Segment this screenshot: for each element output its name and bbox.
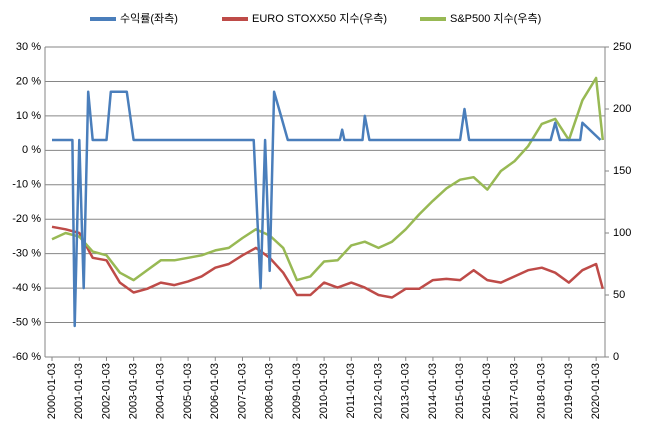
series-line [51,225,605,299]
x-tick-label: 2000-01-03 [46,363,58,419]
y-tick-label: -30 % [12,248,41,260]
y2-tick-label: 0 [613,351,619,363]
x-tick-label: 2015-01-03 [454,363,466,419]
legend-label: 수익률(좌측) [120,12,178,25]
y-tick-label: 30 % [16,41,41,53]
y2-tick-label: 100 [613,227,631,239]
y-tick-label: -10 % [12,179,41,191]
x-tick-label: 2010-01-03 [318,363,330,419]
y-tick-label: 10 % [16,110,41,122]
y2-tick-label: 50 [613,289,625,301]
y-tick-label: 0 % [22,144,41,156]
x-tick-label: 2005-01-03 [182,363,194,419]
y-tick-label: -20 % [12,213,41,225]
x-tick-label: 2020-01-03 [590,363,602,419]
x-tick-label: 2006-01-03 [209,363,221,419]
series-line [51,76,605,282]
y-tick-label: -60 % [12,351,41,363]
y2-tick-label: 250 [613,41,631,53]
x-tick-label: 2007-01-03 [236,363,248,419]
x-tick-label: 2014-01-03 [427,363,439,419]
x-tick-label: 2009-01-03 [291,363,303,419]
x-tick-label: 2013-01-03 [400,363,412,419]
x-tick-label: 2008-01-03 [264,363,276,419]
y-tick-label: -50 % [12,316,41,328]
x-tick-label: 2012-01-03 [372,363,384,419]
x-tick-label: 2004-01-03 [155,363,167,419]
x-tick-label: 2002-01-03 [100,363,112,419]
y2-tick-label: 150 [613,165,631,177]
y2-tick-label: 200 [613,103,631,115]
x-tick-label: 2003-01-03 [128,363,140,419]
legend-label: EURO STOXX50 지수(우측) [252,12,387,25]
legend-label: S&P500 지수(우측) [450,12,541,25]
x-tick-label: 2018-01-03 [536,363,548,419]
y-tick-label: -40 % [12,282,41,294]
x-tick-label: 2016-01-03 [481,363,493,419]
x-tick-label: 2017-01-03 [508,363,520,419]
x-tick-label: 2011-01-03 [345,363,357,418]
x-tick-label: 2019-01-03 [563,363,575,419]
x-tick-label: 2001-01-03 [73,363,85,419]
y-tick-label: 20 % [16,75,41,87]
series-line [52,90,602,328]
